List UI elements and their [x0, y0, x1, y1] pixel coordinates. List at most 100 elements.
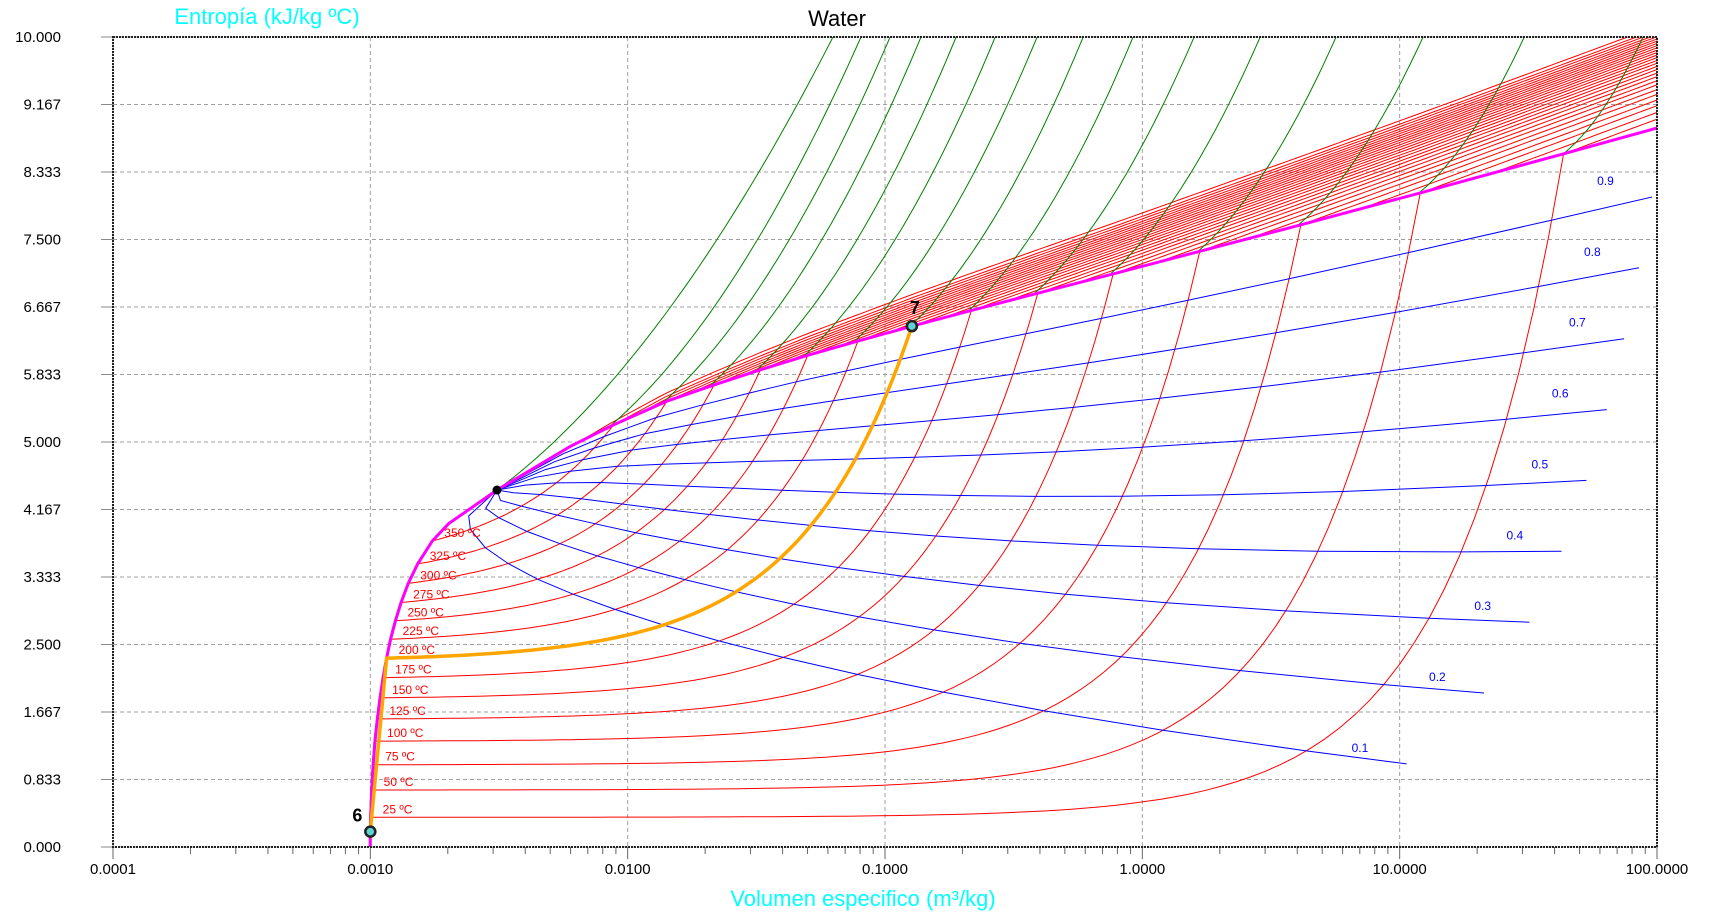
- y-tick-label: 5.833: [23, 367, 61, 384]
- isobar-line: [496, 37, 834, 491]
- isotherm-label: 175 ºC: [395, 663, 432, 677]
- isotherm-label: 275 ºC: [413, 587, 450, 601]
- isotherm-label: 125 ºC: [389, 704, 426, 718]
- superheated-isotherm-line: [1300, 93, 1657, 226]
- isotherm-line: [370, 153, 1565, 818]
- superheated-isotherm-line: [884, 54, 1657, 335]
- superheated-isotherm-line: [690, 37, 1657, 394]
- y-tick-label: 4.167: [23, 501, 61, 518]
- isotherm-line: [390, 340, 859, 640]
- isotherm-line: [401, 369, 761, 603]
- superheated-isotherm-line: [971, 62, 1657, 311]
- isotherm-label: 350 ºC: [444, 526, 481, 540]
- isotherm-line: [380, 293, 1039, 699]
- state-point-7: [905, 319, 919, 333]
- isotherm-line: [417, 400, 668, 565]
- curve-labels: 25 ºC 50 ºC 75 ºC 100 ºC 125 ºC 150 ºC 175 ºC 2…: [352, 174, 1614, 838]
- isotherm-label: 50 ºC: [384, 775, 414, 789]
- saturated-vapor-line: [496, 126, 1657, 492]
- superheated-isotherm-line: [1113, 76, 1657, 275]
- y-tick-label: 0.833: [23, 772, 61, 789]
- y-tick-label: 10.000: [15, 29, 61, 46]
- isobar-line: [802, 37, 996, 358]
- superheated-isotherm-line: [577, 37, 1630, 444]
- quality-label: 0.5: [1531, 457, 1548, 471]
- isotherm-label: 325 ºC: [430, 549, 467, 563]
- x-axis-title: Volumen especifico (m³/kg): [730, 886, 995, 911]
- chart-title: Water: [808, 6, 866, 31]
- y-tick-label: 8.333: [23, 164, 61, 181]
- x-tick-label: 100.0000: [1626, 861, 1689, 878]
- superheated-isotherm-line: [639, 37, 1645, 414]
- critical-point: [492, 485, 502, 495]
- state-point-label: 6: [352, 806, 362, 826]
- superheated-isotherm-line: [832, 49, 1657, 349]
- isobar-line: [754, 37, 957, 372]
- quality-label: 0.6: [1552, 387, 1569, 401]
- quality-label: 0.8: [1584, 245, 1601, 259]
- superheated-isotherm-line: [737, 40, 1657, 378]
- y-tick-label: 1.667: [23, 704, 61, 721]
- isotherm-label: 300 ºC: [420, 568, 457, 582]
- axes: 0.000 0.833 1.667 2.500 3.333 4.167 5.000 5.833…: [15, 29, 1688, 878]
- x-tick-label: 0.0100: [605, 861, 651, 878]
- quality-label: 0.1: [1352, 741, 1369, 755]
- isobar-line: [852, 37, 1038, 343]
- isotherm-label: 25 ºC: [383, 802, 413, 816]
- quality-label: 0.2: [1429, 670, 1446, 684]
- y-tick-label: 5.000: [23, 434, 61, 451]
- superheated-isotherm-line: [760, 42, 1657, 371]
- quality-label: 0.9: [1597, 174, 1614, 188]
- isobar-line: [909, 37, 1084, 328]
- isotherm-label: 150 ºC: [392, 683, 429, 697]
- isobar-line: [1562, 37, 1644, 155]
- quality-label: 0.4: [1507, 528, 1524, 542]
- y-axis-title: Entropía (kJ/kg ºC): [174, 4, 359, 29]
- superheated-isotherm-line: [1563, 118, 1657, 155]
- x-tick-label: 0.0010: [347, 861, 393, 878]
- isobar-line: [1108, 37, 1261, 276]
- isobar-line: [1032, 37, 1195, 295]
- y-tick-label: 0.000: [23, 839, 61, 856]
- superheated-isotherm-line: [1491, 111, 1657, 174]
- isotherm-line: [383, 310, 972, 679]
- y-tick-label: 9.167: [23, 96, 61, 113]
- isobar-line: [1196, 37, 1337, 253]
- state-point-6: [364, 825, 377, 838]
- superheated-isotherm-line: [613, 37, 1639, 426]
- isobar-line: [608, 37, 862, 428]
- isotherm-line: [377, 273, 1114, 720]
- superheated-isotherm-line: [1250, 89, 1657, 239]
- isotherm-line: [408, 384, 715, 584]
- isobar-line: [661, 37, 891, 404]
- isotherm-label: 100 ºC: [387, 726, 424, 740]
- isobar-line: [708, 37, 922, 388]
- isotherm-line: [371, 192, 1421, 791]
- plot-area: [368, 37, 1657, 847]
- superheated-isotherm-line: [911, 57, 1657, 327]
- quality-label: 0.3: [1474, 599, 1491, 613]
- isotherm-label: 200 ºC: [399, 643, 436, 657]
- isobar-line: [967, 37, 1134, 312]
- superheated-isotherm-line: [1420, 105, 1657, 194]
- superheated-isotherm-line: [713, 38, 1657, 386]
- superheated-isotherm-line: [857, 52, 1657, 342]
- superheated-isotherm-line: [941, 59, 1657, 319]
- plot-frame: [112, 36, 1658, 848]
- superheated-isotherm-line: [1199, 84, 1657, 252]
- isobar-line: [1296, 37, 1424, 227]
- superheated-isotherm-line: [1360, 99, 1657, 210]
- isotherm-line: [375, 251, 1201, 742]
- isotherm-label: 75 ºC: [385, 750, 415, 764]
- state-point-label: 7: [910, 298, 920, 318]
- superheated-isotherm-line: [1004, 65, 1657, 303]
- x-tick-label: 0.0001: [90, 861, 136, 878]
- x-tick-label: 1.0000: [1119, 861, 1165, 878]
- quality-label: 0.7: [1569, 316, 1586, 330]
- superheated-isotherm-line: [1156, 80, 1657, 264]
- isobar-line: [1417, 37, 1525, 194]
- isotherm-label: 250 ºC: [407, 606, 444, 620]
- superheated-isotherm-line: [1037, 68, 1657, 294]
- x-tick-label: 10.0000: [1373, 861, 1427, 878]
